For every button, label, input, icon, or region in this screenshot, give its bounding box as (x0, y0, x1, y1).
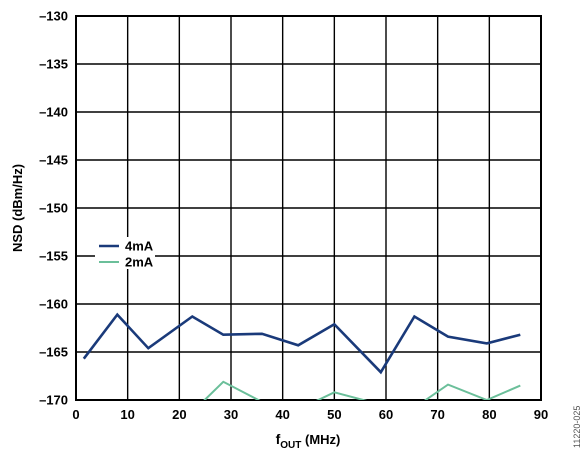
x-axis-label-main: f (276, 431, 281, 447)
plot-frame (75, 15, 542, 401)
legend-bg (95, 253, 155, 269)
y-tick-label: –150 (39, 201, 68, 216)
x-tick-label: 50 (327, 407, 341, 422)
x-tick-label: 20 (172, 407, 186, 422)
figure-id: 11220-025 (572, 406, 582, 448)
x-tick-label: 70 (430, 407, 444, 422)
y-tick-label: –130 (39, 9, 68, 24)
y-tick-label: –145 (39, 153, 68, 168)
legend-bg (95, 237, 155, 253)
x-tick-label: 60 (379, 407, 393, 422)
x-tick-label: 40 (275, 407, 289, 422)
y-tick-label: –140 (39, 105, 68, 120)
y-tick-labels: –130 –135 –140 –145 –150 –155 –160 –165 –170 (39, 9, 68, 408)
x-axis-label: fOUT (MHz) (276, 431, 341, 451)
x-axis-label-subscript: OUT (280, 440, 301, 451)
x-tick-label: 80 (482, 407, 496, 422)
y-tick-label: –155 (39, 249, 68, 264)
y-tick-label: –160 (39, 297, 68, 312)
series-line-2mA (203, 380, 521, 400)
y-tick-label: –165 (39, 345, 68, 360)
y-tick-label: –135 (39, 57, 68, 72)
x-axis-label-unit: (MHz) (301, 432, 340, 447)
legend-label-2mA: 2mA (125, 255, 154, 270)
x-tick-label: 10 (120, 407, 134, 422)
x-tick-label: 0 (72, 407, 79, 422)
x-tick-label: 30 (224, 407, 238, 422)
y-tick-label: –170 (39, 393, 68, 408)
legend-label-4mA: 4mA (125, 239, 154, 254)
series-group (82, 312, 521, 400)
x-tick-label: 90 (534, 407, 548, 422)
grid (75, 15, 542, 401)
x-tick-labels: 0 10 20 30 40 50 60 70 80 90 (72, 407, 548, 422)
y-axis-label: NSD (dBm/Hz) (10, 164, 25, 252)
series-line-4mA (82, 312, 521, 375)
